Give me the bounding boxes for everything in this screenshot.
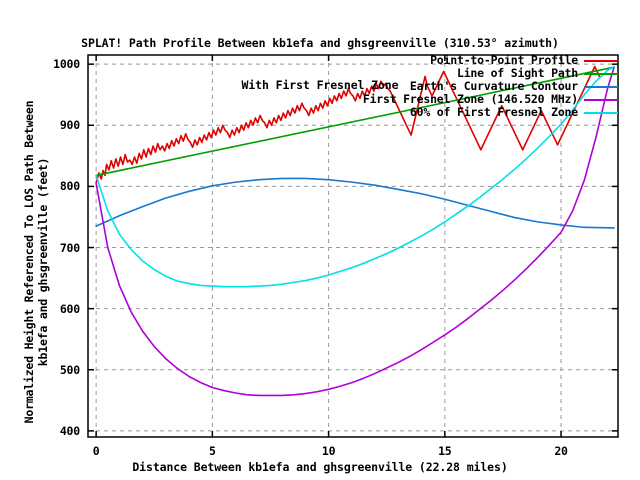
series-line <box>95 65 601 184</box>
y-axis-tick-label: 700 <box>59 240 80 255</box>
series-line <box>95 65 615 288</box>
x-axis-tick-label: 10 <box>321 444 336 458</box>
axis-frame <box>87 54 619 438</box>
x-axis-tick-label: 5 <box>208 444 216 458</box>
chart-title-line-2: With First Fresnel Zone <box>241 78 399 92</box>
y-axis-tick-label: 800 <box>59 179 80 194</box>
x-axis-label: Distance Between kb1efa and ghsgreenvill… <box>132 460 508 474</box>
chart-title-line-1: SPLAT! Path Profile Between kb1efa and g… <box>81 36 559 50</box>
y-axis-tick-label: 600 <box>59 301 80 316</box>
y-axis-tick-label: 900 <box>59 118 80 133</box>
series-line <box>95 66 615 397</box>
x-axis-tick-label: 0 <box>92 444 100 458</box>
chart-title: SPLAT! Path Profile Between kb1efa and g… <box>0 8 640 120</box>
y-axis-tick-label: 400 <box>59 423 80 438</box>
y-axis-tick-label: 500 <box>59 362 80 377</box>
y-axis-tick-label: 1000 <box>53 57 80 72</box>
series-line <box>95 66 615 177</box>
x-axis-tick-label: 15 <box>438 444 452 458</box>
x-axis-tick-label: 20 <box>554 444 568 458</box>
series-line <box>95 177 615 229</box>
